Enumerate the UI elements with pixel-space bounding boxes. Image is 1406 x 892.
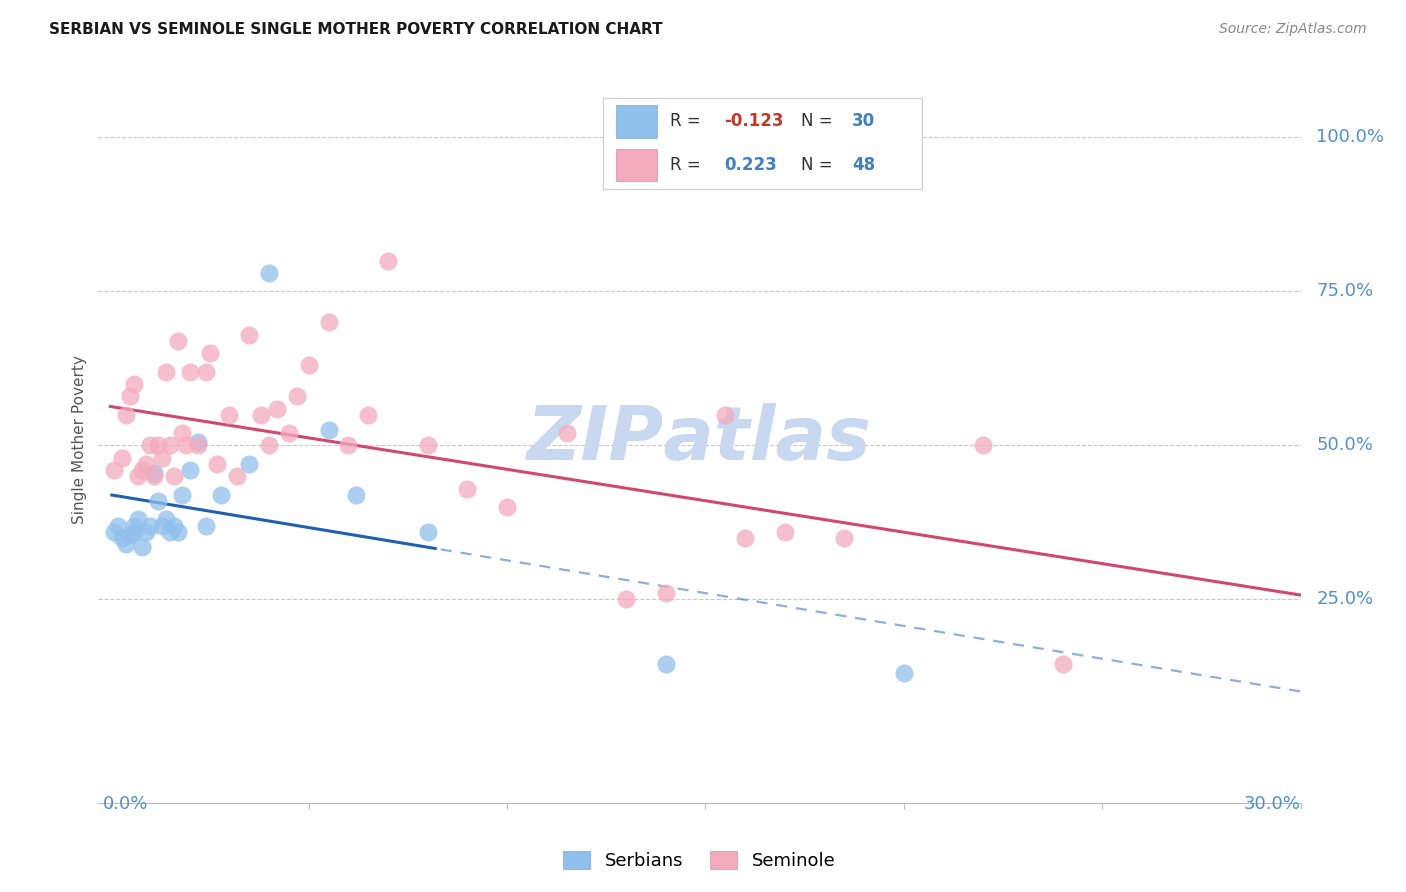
Point [337,438,360,452]
Point [207,457,229,471]
Point [187,435,209,450]
Legend: Serbians, Seminole: Serbians, Seminole [555,844,844,878]
Point [103,524,125,539]
Point [318,423,340,437]
Point [972,438,994,452]
Point [111,531,134,545]
Point [155,365,177,379]
Point [226,469,249,483]
Point [139,518,162,533]
Point [238,327,260,342]
Point [179,365,201,379]
Point [143,466,166,480]
Text: SERBIAN VS SEMINOLE SINGLE MOTHER POVERTY CORRELATION CHART: SERBIAN VS SEMINOLE SINGLE MOTHER POVERT… [49,22,662,37]
Point [318,315,340,329]
Point [614,592,637,607]
Point [416,524,439,539]
Point [139,438,162,452]
Point [107,518,129,533]
Text: Source: ZipAtlas.com: Source: ZipAtlas.com [1219,22,1367,37]
Text: 75.0%: 75.0% [1316,283,1374,301]
Text: 100.0%: 100.0% [1316,128,1385,146]
Point [832,531,855,545]
Point [496,500,519,514]
Text: 50.0%: 50.0% [1316,436,1374,454]
Point [257,438,280,452]
Point [111,450,134,465]
Point [146,494,169,508]
Point [155,512,177,526]
Point [194,518,217,533]
Point [127,512,149,526]
Point [456,482,478,496]
Point [655,586,678,600]
Point [277,426,299,441]
Point [146,438,169,452]
Text: 0.0%: 0.0% [103,796,148,814]
Point [655,657,678,672]
Point [773,524,796,539]
Point [163,469,186,483]
Point [893,666,915,681]
Point [170,426,193,441]
Text: 25.0%: 25.0% [1316,591,1374,608]
Point [150,450,173,465]
Point [198,346,221,360]
Point [266,401,288,416]
Y-axis label: Single Mother Poverty: Single Mother Poverty [72,355,87,524]
Point [122,524,145,539]
Point [714,408,737,422]
Point [250,408,273,422]
Point [135,524,157,539]
Point [357,408,380,422]
Point [344,488,367,502]
Point [135,457,157,471]
Point [734,531,756,545]
Point [257,266,280,280]
Point [209,488,232,502]
Point [170,488,193,502]
Point [122,376,145,391]
Point [218,408,240,422]
Point [115,537,138,551]
Text: 30.0%: 30.0% [1244,796,1301,814]
Point [131,540,153,554]
Point [120,528,142,542]
Point [159,524,181,539]
Point [115,408,138,422]
Point [298,359,321,373]
Point [285,389,308,403]
Point [166,524,188,539]
Point [103,463,125,477]
Point [1052,657,1074,672]
Point [187,438,209,452]
Point [159,438,181,452]
Text: ZIP​atlas: ZIP​atlas [527,403,872,475]
Point [150,518,173,533]
Point [166,334,188,348]
Point [122,518,145,533]
Point [143,469,166,483]
Point [179,463,201,477]
Point [174,438,197,452]
Point [194,365,217,379]
Point [131,463,153,477]
Point [377,253,399,268]
Point [163,518,186,533]
Point [127,469,149,483]
Point [120,389,142,403]
Point [555,426,578,441]
Point [238,457,260,471]
Point [416,438,439,452]
